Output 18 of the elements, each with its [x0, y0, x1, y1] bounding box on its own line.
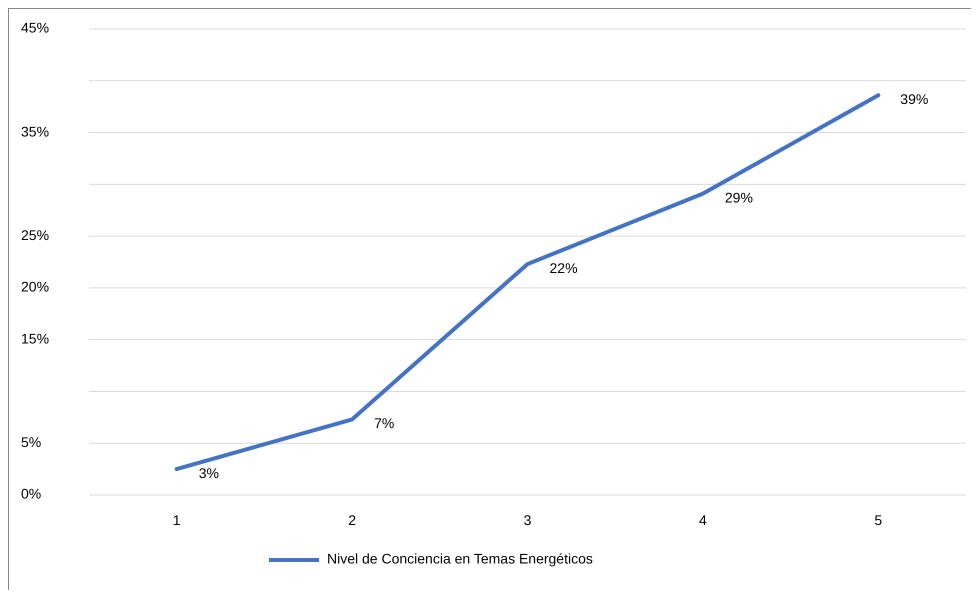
- y-tick-label: 35%: [21, 123, 50, 140]
- y-tick-label: 0%: [21, 486, 42, 502]
- data-label: 29%: [724, 189, 753, 206]
- x-tick-label: 5: [874, 512, 882, 528]
- y-tick-label: 45%: [21, 20, 50, 36]
- y-tick-label: 15%: [21, 330, 50, 346]
- legend-label: Nivel de Conciencia en Temas Energéticos: [327, 550, 593, 567]
- data-label: 22%: [550, 260, 578, 276]
- y-tick-label: 20%: [21, 278, 50, 295]
- x-tick-label: 1: [172, 512, 181, 528]
- x-tick-label: 4: [699, 512, 707, 528]
- x-tick-label: 2: [348, 512, 356, 528]
- data-label: 7%: [374, 415, 394, 432]
- y-tick-label: 25%: [21, 226, 50, 243]
- data-label: 3%: [198, 464, 219, 481]
- data-label: 39%: [900, 90, 928, 107]
- y-tick-label: 5%: [21, 434, 42, 450]
- x-tick-label: 3: [524, 512, 532, 528]
